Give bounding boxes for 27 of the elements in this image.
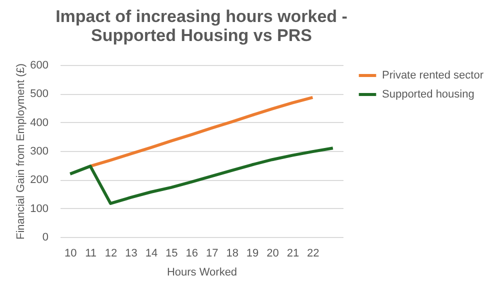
x-tick-label: 14 <box>145 248 158 260</box>
x-tick-label: 18 <box>226 248 238 260</box>
x-tick-label: 21 <box>286 248 300 260</box>
y-tick-label: 300 <box>30 146 48 158</box>
x-tick-label: 22 <box>307 248 320 260</box>
x-tick-label: 13 <box>125 248 138 260</box>
x-axis-title: Hours Worked <box>166 266 238 278</box>
y-tick-label: 100 <box>30 202 48 215</box>
x-tick-label: 15 <box>166 248 178 260</box>
x-tick-label: 11 <box>85 248 97 260</box>
legend-label: Private rented sector <box>382 70 484 82</box>
y-tick-label: 200 <box>30 174 48 186</box>
chart-title: Impact of increasing hours worked - Supported Housing vs PRS <box>56 7 348 45</box>
y-tick-label: 0 <box>42 232 48 244</box>
x-tick-label: 19 <box>246 248 259 260</box>
x-tick-label: 12 <box>104 248 118 260</box>
y-axis-title: Financial Gain from Employment (£) <box>15 63 28 240</box>
x-tick-label: 17 <box>206 248 218 260</box>
legend-label: Supported housing <box>382 88 474 100</box>
x-tick-label: 20 <box>266 248 279 260</box>
x-tick-label: 16 <box>186 248 198 260</box>
y-tick-label: 500 <box>30 88 48 100</box>
x-tick-label: 10 <box>64 248 77 260</box>
line-series <box>68 146 334 205</box>
line-series <box>88 96 314 168</box>
y-tick-label: 600 <box>30 60 48 72</box>
y-tick-label: 400 <box>30 116 48 129</box>
